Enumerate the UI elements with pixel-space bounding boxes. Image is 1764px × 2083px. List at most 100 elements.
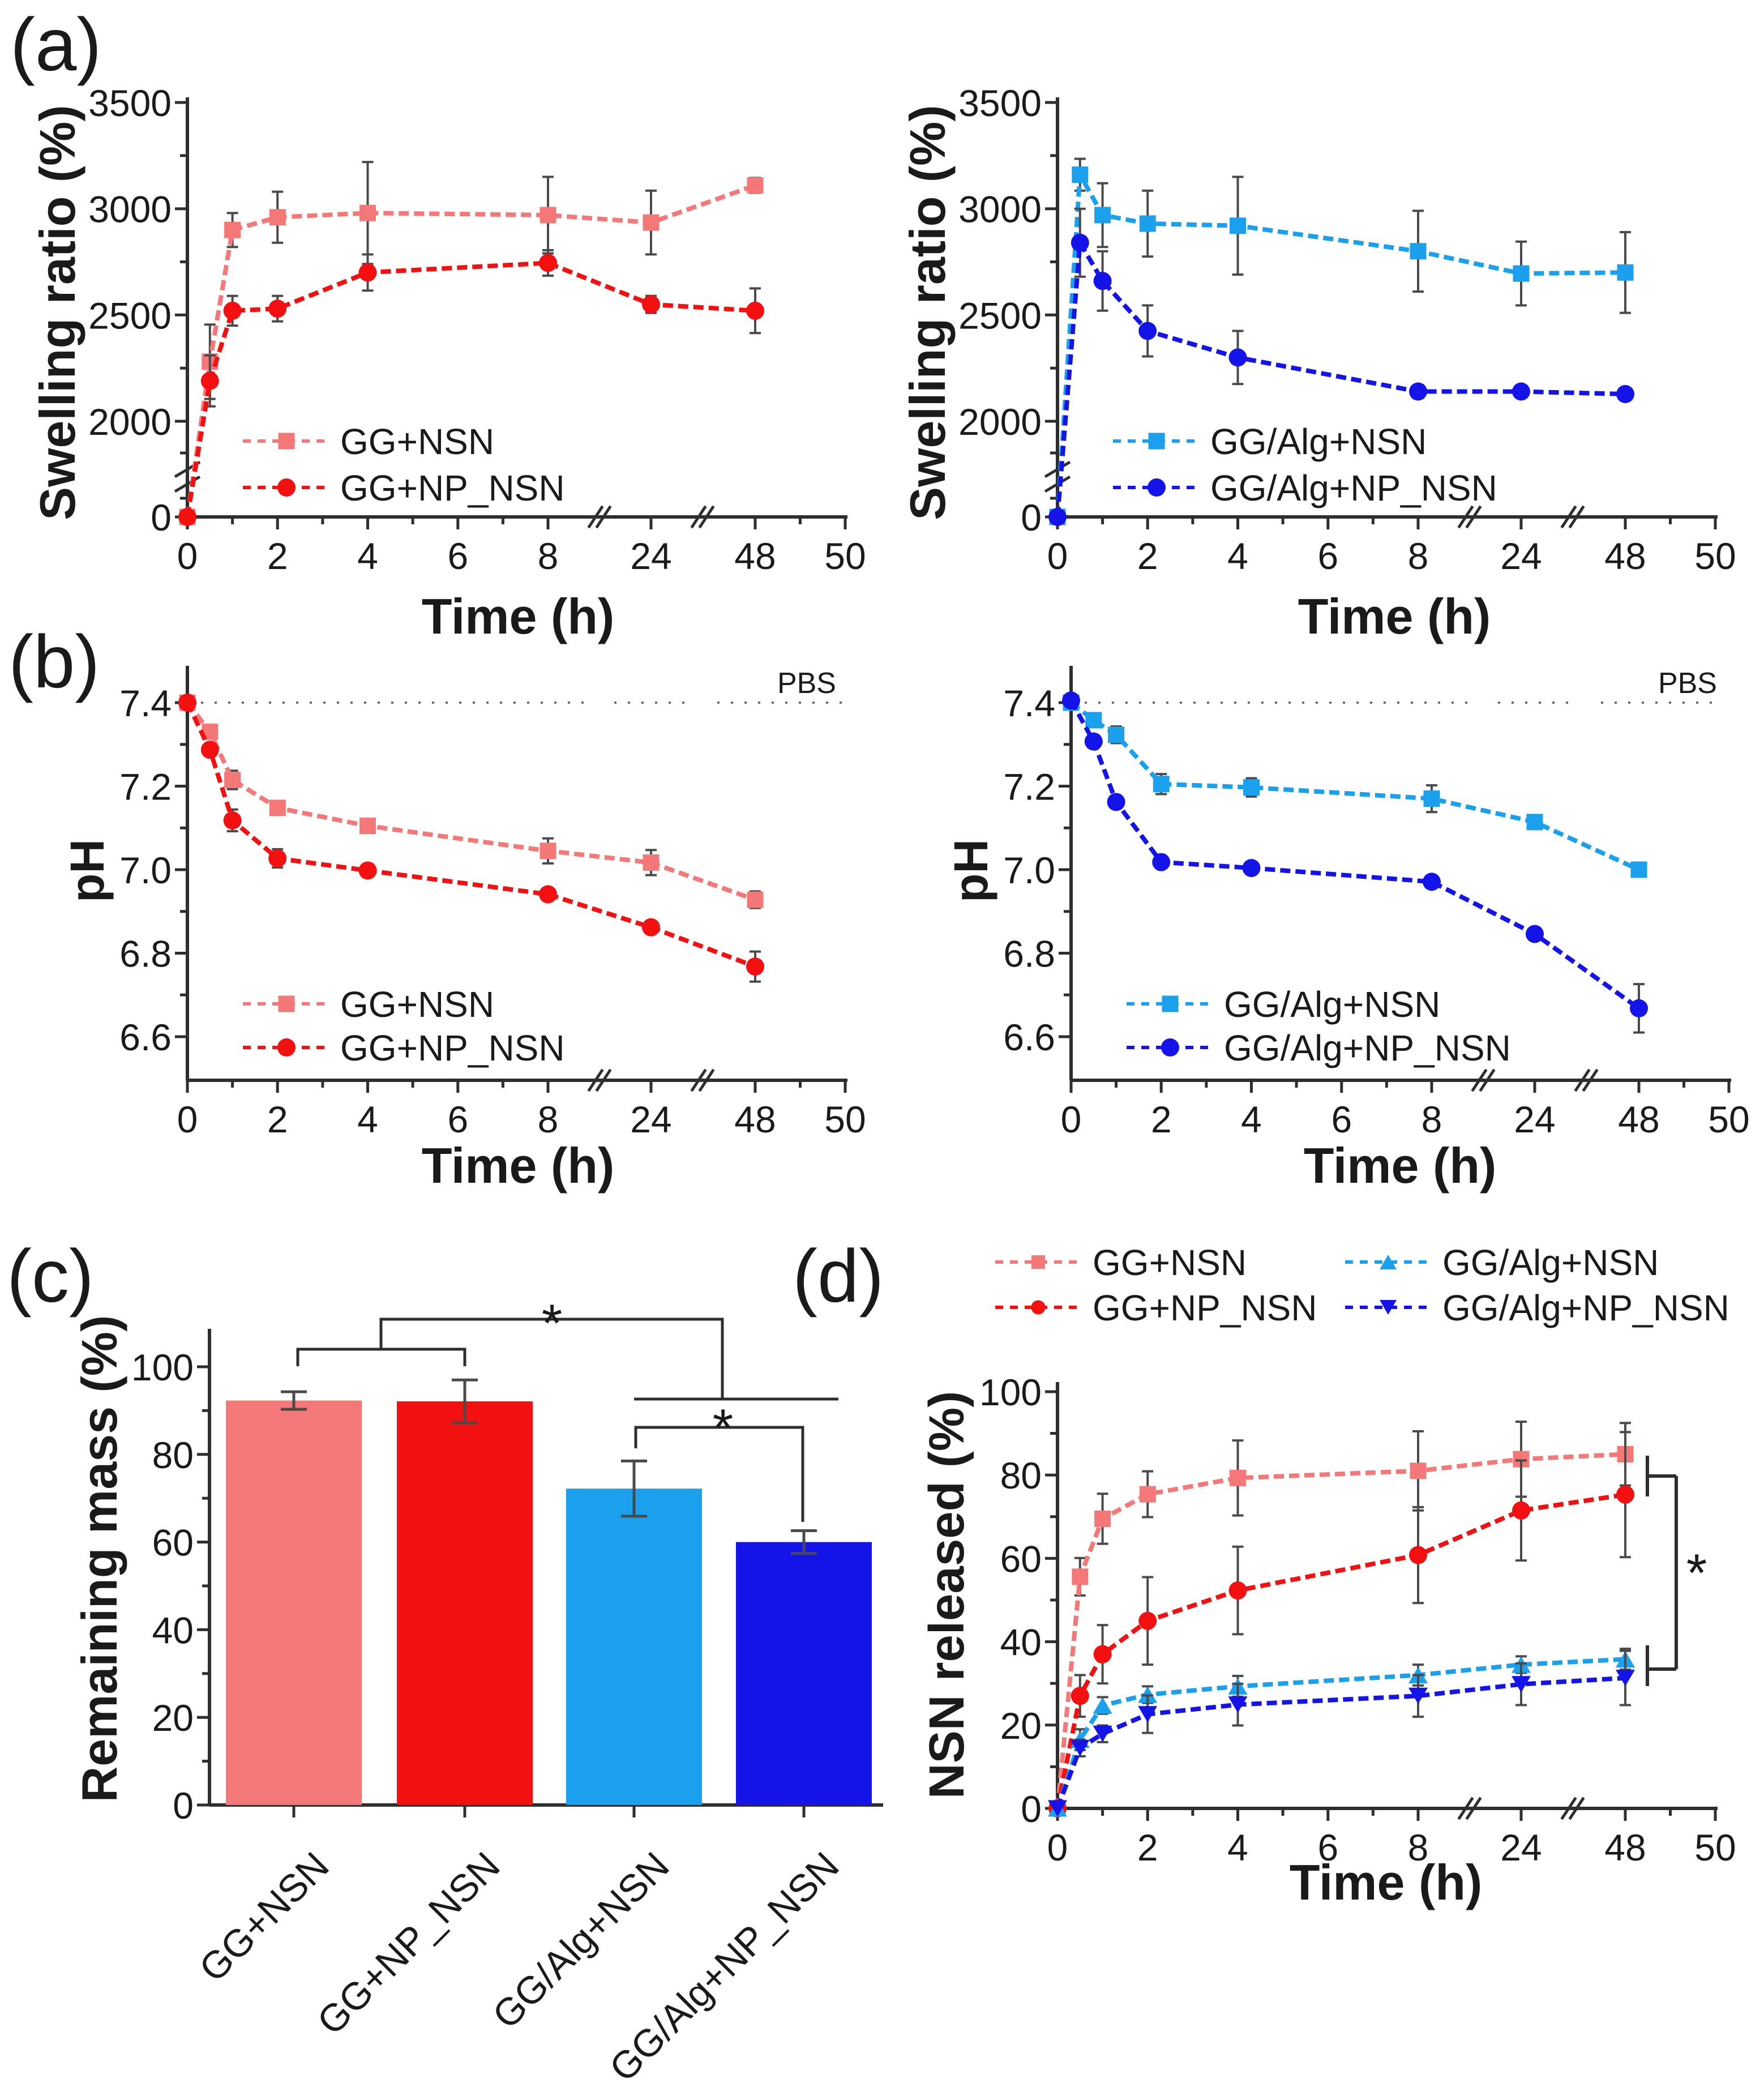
svg-text:0: 0 [1061, 1098, 1082, 1140]
svg-text:6: 6 [447, 1098, 468, 1140]
svg-text:2500: 2500 [958, 294, 1042, 336]
svg-text:7.2: 7.2 [119, 766, 172, 808]
svg-text:50: 50 [824, 535, 866, 577]
svg-text:2000: 2000 [88, 401, 172, 443]
svg-text:2: 2 [1137, 535, 1158, 577]
svg-text:PBS: PBS [1658, 667, 1717, 700]
svg-text:GG+NSN: GG+NSN [1093, 1242, 1247, 1283]
svg-text:*: * [713, 1398, 734, 1457]
svg-text:PBS: PBS [777, 667, 836, 700]
svg-text:7.0: 7.0 [119, 849, 172, 891]
svg-text:GG+NP_NSN: GG+NP_NSN [340, 1028, 565, 1068]
svg-text:50: 50 [1694, 535, 1736, 577]
svg-text:3000: 3000 [958, 189, 1042, 230]
svg-text:(b): (b) [8, 620, 100, 703]
svg-text:50: 50 [824, 1098, 866, 1140]
svg-text:20: 20 [1000, 1705, 1042, 1747]
svg-text:GG+NP_NSN: GG+NP_NSN [340, 468, 565, 508]
svg-text:0: 0 [177, 535, 198, 577]
svg-text:NSN released (%): NSN released (%) [919, 1391, 974, 1799]
svg-text:0: 0 [151, 497, 172, 538]
svg-text:8: 8 [538, 535, 559, 577]
svg-text:pH: pH [944, 839, 997, 903]
svg-text:24: 24 [630, 1098, 671, 1140]
svg-text:8: 8 [538, 1098, 559, 1140]
svg-text:4: 4 [1227, 1827, 1248, 1868]
svg-text:2: 2 [267, 535, 288, 577]
svg-text:20: 20 [152, 1697, 194, 1739]
svg-text:2000: 2000 [958, 401, 1042, 443]
svg-text:7.0: 7.0 [1003, 849, 1055, 891]
svg-text:4: 4 [1241, 1098, 1262, 1140]
svg-text:Remaining mass (%): Remaining mass (%) [71, 1315, 127, 1803]
svg-text:48: 48 [1618, 1098, 1659, 1140]
svg-text:6.6: 6.6 [1003, 1016, 1055, 1058]
svg-text:8: 8 [1408, 535, 1429, 577]
svg-text:GG/Alg+NP_NSN: GG/Alg+NP_NSN [1442, 1288, 1729, 1328]
svg-text:Time (h): Time (h) [422, 1137, 615, 1194]
svg-text:GG+NP_NSN: GG+NP_NSN [1093, 1288, 1317, 1328]
svg-text:48: 48 [1604, 1827, 1646, 1868]
svg-text:6: 6 [447, 535, 468, 577]
svg-text:6: 6 [1331, 1098, 1352, 1140]
svg-text:Swelling ratio (%): Swelling ratio (%) [29, 105, 85, 520]
svg-text:3500: 3500 [88, 82, 172, 124]
svg-text:(d): (d) [793, 1234, 884, 1318]
svg-text:2: 2 [1137, 1827, 1158, 1868]
svg-text:Swelling ratio (%): Swelling ratio (%) [900, 105, 956, 520]
svg-text:GG/Alg+NP_NSN: GG/Alg+NP_NSN [1224, 1028, 1511, 1068]
svg-text:7.2: 7.2 [1003, 766, 1055, 808]
svg-text:6: 6 [1317, 1827, 1338, 1868]
svg-text:24: 24 [1500, 1827, 1542, 1868]
svg-text:4: 4 [1227, 535, 1248, 577]
svg-text:*: * [1686, 1543, 1707, 1602]
svg-text:100: 100 [131, 1346, 194, 1388]
svg-text:pH: pH [61, 839, 114, 903]
svg-text:0: 0 [1047, 1827, 1068, 1868]
svg-text:GG+NSN: GG+NSN [340, 984, 494, 1025]
svg-text:50: 50 [1708, 1098, 1749, 1140]
svg-text:Time (h): Time (h) [422, 588, 615, 644]
svg-text:GG/Alg+NP_NSN: GG/Alg+NP_NSN [1210, 468, 1497, 508]
svg-text:7.4: 7.4 [1003, 682, 1055, 724]
svg-text:24: 24 [630, 535, 671, 577]
svg-text:48: 48 [1604, 535, 1646, 577]
svg-text:50: 50 [1694, 1827, 1736, 1868]
svg-text:0: 0 [173, 1785, 194, 1827]
svg-text:4: 4 [357, 1098, 378, 1140]
svg-text:4: 4 [357, 535, 378, 577]
svg-text:(c): (c) [7, 1234, 94, 1318]
svg-text:40: 40 [152, 1609, 194, 1651]
svg-text:Time (h): Time (h) [1304, 1137, 1497, 1194]
svg-text:60: 60 [1000, 1538, 1042, 1580]
svg-text:8: 8 [1408, 1827, 1429, 1868]
svg-text:2500: 2500 [88, 294, 172, 336]
svg-text:Time (h): Time (h) [1298, 588, 1491, 644]
svg-text:*: * [542, 1293, 563, 1353]
svg-text:48: 48 [734, 535, 776, 577]
svg-text:3000: 3000 [88, 189, 172, 230]
svg-text:(a): (a) [10, 3, 101, 86]
svg-text:0: 0 [1021, 1788, 1042, 1830]
svg-text:2: 2 [1151, 1098, 1172, 1140]
svg-text:GG/Alg+NSN: GG/Alg+NSN [1442, 1242, 1659, 1283]
svg-text:6.6: 6.6 [119, 1016, 172, 1058]
svg-text:0: 0 [177, 1098, 198, 1140]
svg-text:80: 80 [152, 1434, 194, 1476]
svg-text:2: 2 [267, 1098, 288, 1140]
svg-text:48: 48 [734, 1098, 776, 1140]
svg-text:100: 100 [979, 1371, 1042, 1413]
svg-text:Time (h): Time (h) [1290, 1854, 1483, 1910]
svg-text:40: 40 [1000, 1622, 1042, 1663]
svg-text:GG/Alg+NSN: GG/Alg+NSN [1210, 421, 1427, 462]
svg-text:6: 6 [1317, 535, 1338, 577]
svg-text:24: 24 [1500, 535, 1542, 577]
svg-text:24: 24 [1514, 1098, 1555, 1140]
svg-text:6.8: 6.8 [119, 933, 172, 975]
svg-text:80: 80 [1000, 1455, 1042, 1496]
svg-text:GG+NSN: GG+NSN [340, 421, 494, 462]
svg-text:7.4: 7.4 [119, 682, 172, 724]
svg-text:GG/Alg+NSN: GG/Alg+NSN [1224, 984, 1440, 1025]
svg-text:6.8: 6.8 [1003, 933, 1055, 975]
svg-text:3500: 3500 [958, 82, 1042, 124]
